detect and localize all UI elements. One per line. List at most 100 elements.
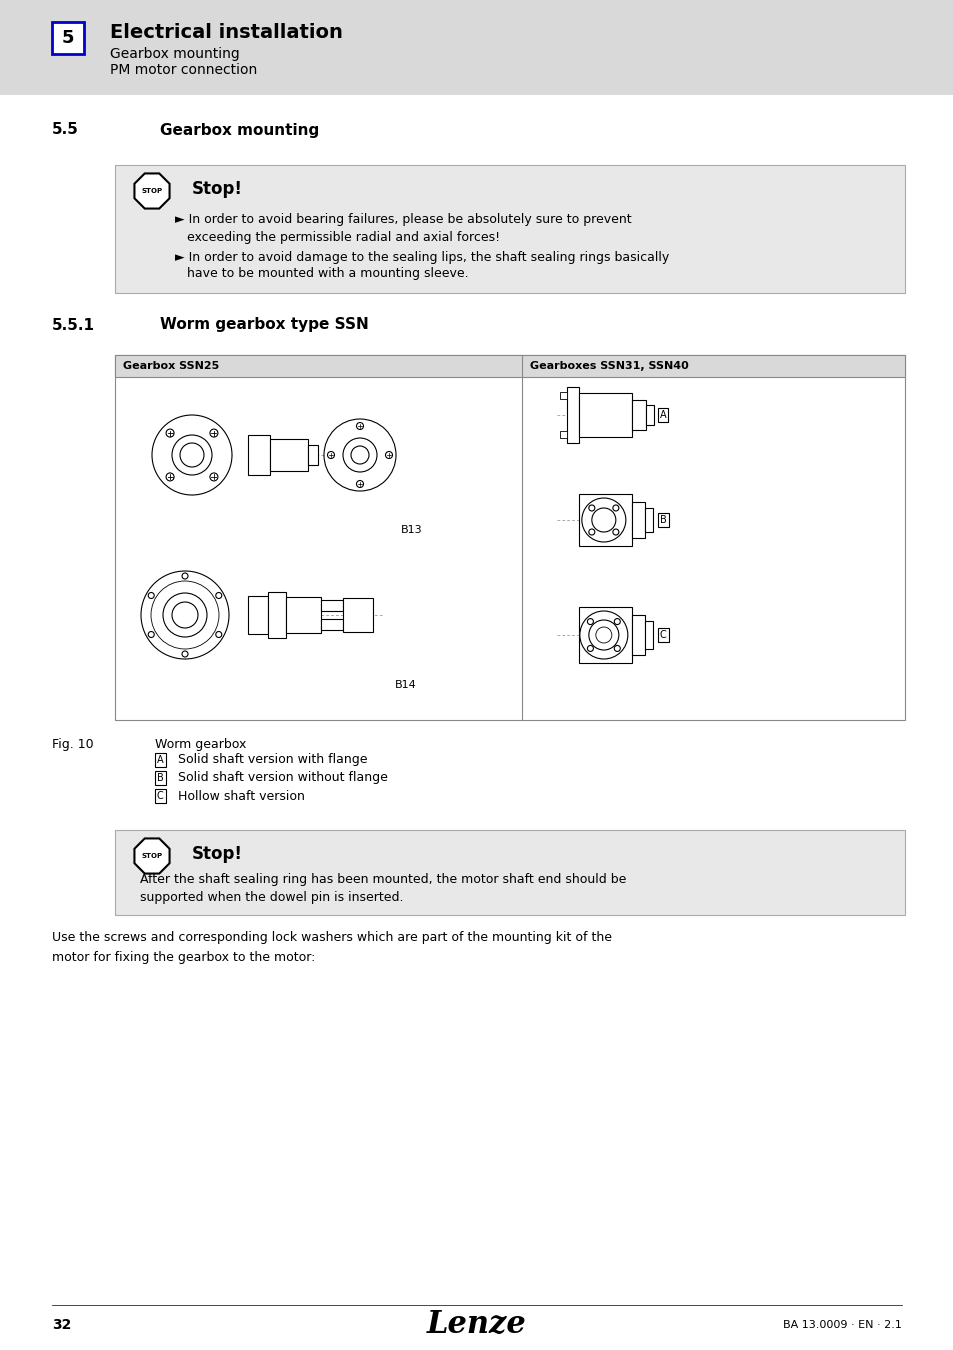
Text: 5.5: 5.5 [52, 123, 79, 138]
Text: Stop!: Stop! [192, 180, 243, 198]
Bar [644, 621, 652, 649]
Bar [286, 597, 320, 633]
Bar [631, 502, 644, 539]
Circle shape [356, 423, 363, 429]
Circle shape [588, 505, 595, 512]
Bar [270, 439, 308, 471]
Circle shape [343, 437, 376, 472]
Circle shape [579, 612, 627, 659]
Text: Stop!: Stop! [192, 845, 243, 863]
Circle shape [588, 529, 595, 535]
Bar [631, 616, 644, 655]
Circle shape [166, 472, 173, 481]
Text: B: B [157, 774, 164, 783]
Circle shape [152, 414, 232, 495]
Circle shape [591, 508, 616, 532]
Circle shape [614, 618, 619, 625]
Text: A: A [157, 755, 164, 765]
Circle shape [385, 451, 392, 459]
Circle shape [163, 593, 207, 637]
Bar [578, 393, 631, 437]
Bar [645, 405, 653, 425]
Bar [268, 593, 286, 639]
Circle shape [148, 593, 154, 598]
Circle shape [327, 451, 335, 459]
Circle shape [351, 446, 369, 464]
Circle shape [210, 472, 217, 481]
Text: Worm gearbox type SSN: Worm gearbox type SSN [160, 317, 369, 332]
Circle shape [166, 429, 173, 437]
Circle shape [182, 572, 188, 579]
Bar [566, 387, 578, 443]
Text: B14: B14 [395, 680, 416, 690]
Circle shape [172, 435, 212, 475]
Text: B13: B13 [400, 525, 422, 535]
Circle shape [614, 645, 619, 652]
Text: C: C [659, 630, 666, 640]
Bar [578, 494, 631, 545]
Text: Solid shaft version with flange: Solid shaft version with flange [178, 753, 367, 767]
Text: Gearbox SSN25: Gearbox SSN25 [123, 360, 219, 371]
Circle shape [172, 602, 198, 628]
Text: After the shaft sealing ring has been mounted, the motor shaft end should be: After the shaft sealing ring has been mo… [140, 873, 626, 887]
Circle shape [182, 651, 188, 657]
Bar [308, 446, 317, 464]
Circle shape [210, 429, 217, 437]
Text: Gearbox mounting: Gearbox mounting [110, 47, 239, 61]
Bar [559, 431, 566, 437]
Text: Gearboxes SSN31, SSN40: Gearboxes SSN31, SSN40 [529, 360, 688, 371]
Text: PM motor connection: PM motor connection [110, 63, 257, 77]
Circle shape [588, 620, 618, 649]
Circle shape [215, 593, 221, 598]
Text: ► In order to avoid damage to the sealing lips, the shaft sealing rings basicall: ► In order to avoid damage to the sealin… [174, 251, 669, 263]
Polygon shape [134, 173, 170, 208]
Circle shape [356, 481, 363, 487]
Circle shape [215, 632, 221, 637]
Circle shape [587, 618, 593, 625]
Text: B: B [659, 514, 666, 525]
Text: exceeding the permissible radial and axial forces!: exceeding the permissible radial and axi… [174, 231, 499, 243]
Text: 32: 32 [52, 1318, 71, 1332]
Bar [631, 400, 645, 431]
Text: Solid shaft version without flange: Solid shaft version without flange [178, 771, 388, 784]
Text: motor for fixing the gearbox to the motor:: motor for fixing the gearbox to the moto… [52, 950, 315, 964]
Text: Electrical installation: Electrical installation [110, 23, 342, 42]
Bar [559, 392, 566, 400]
Circle shape [141, 571, 229, 659]
Text: 5.5.1: 5.5.1 [52, 317, 95, 332]
Text: Worm gearbox: Worm gearbox [154, 738, 246, 751]
Bar [115, 830, 904, 915]
Text: A: A [659, 410, 666, 420]
Text: BA 13.0009 · EN · 2.1: BA 13.0009 · EN · 2.1 [782, 1320, 901, 1330]
Text: Use the screws and corresponding lock washers which are part of the mounting kit: Use the screws and corresponding lock wa… [52, 931, 612, 945]
Bar [320, 599, 343, 612]
Bar [115, 165, 904, 293]
Bar [52, 22, 84, 54]
Circle shape [324, 418, 395, 491]
Text: Gearbox mounting: Gearbox mounting [160, 123, 319, 138]
Text: Lenze: Lenze [427, 1310, 526, 1341]
Circle shape [612, 529, 618, 535]
Circle shape [587, 645, 593, 652]
Bar [644, 508, 652, 532]
Text: Hollow shaft version: Hollow shaft version [178, 790, 305, 802]
Circle shape [612, 505, 618, 512]
Bar [248, 435, 270, 475]
Circle shape [148, 632, 154, 637]
Bar [248, 595, 268, 634]
Bar [343, 598, 373, 632]
Text: C: C [157, 791, 164, 801]
Text: STOP: STOP [141, 188, 162, 194]
Circle shape [180, 443, 204, 467]
Text: 5: 5 [62, 28, 74, 47]
Text: Fig. 10: Fig. 10 [52, 738, 93, 751]
Bar [320, 620, 343, 630]
Bar [115, 355, 904, 377]
Bar [0, 0, 953, 95]
Circle shape [581, 498, 625, 541]
Bar [115, 355, 904, 720]
Text: ► In order to avoid bearing failures, please be absolutely sure to prevent: ► In order to avoid bearing failures, pl… [174, 213, 631, 227]
Text: supported when the dowel pin is inserted.: supported when the dowel pin is inserted… [140, 891, 403, 903]
Text: STOP: STOP [141, 853, 162, 859]
Polygon shape [134, 838, 170, 873]
